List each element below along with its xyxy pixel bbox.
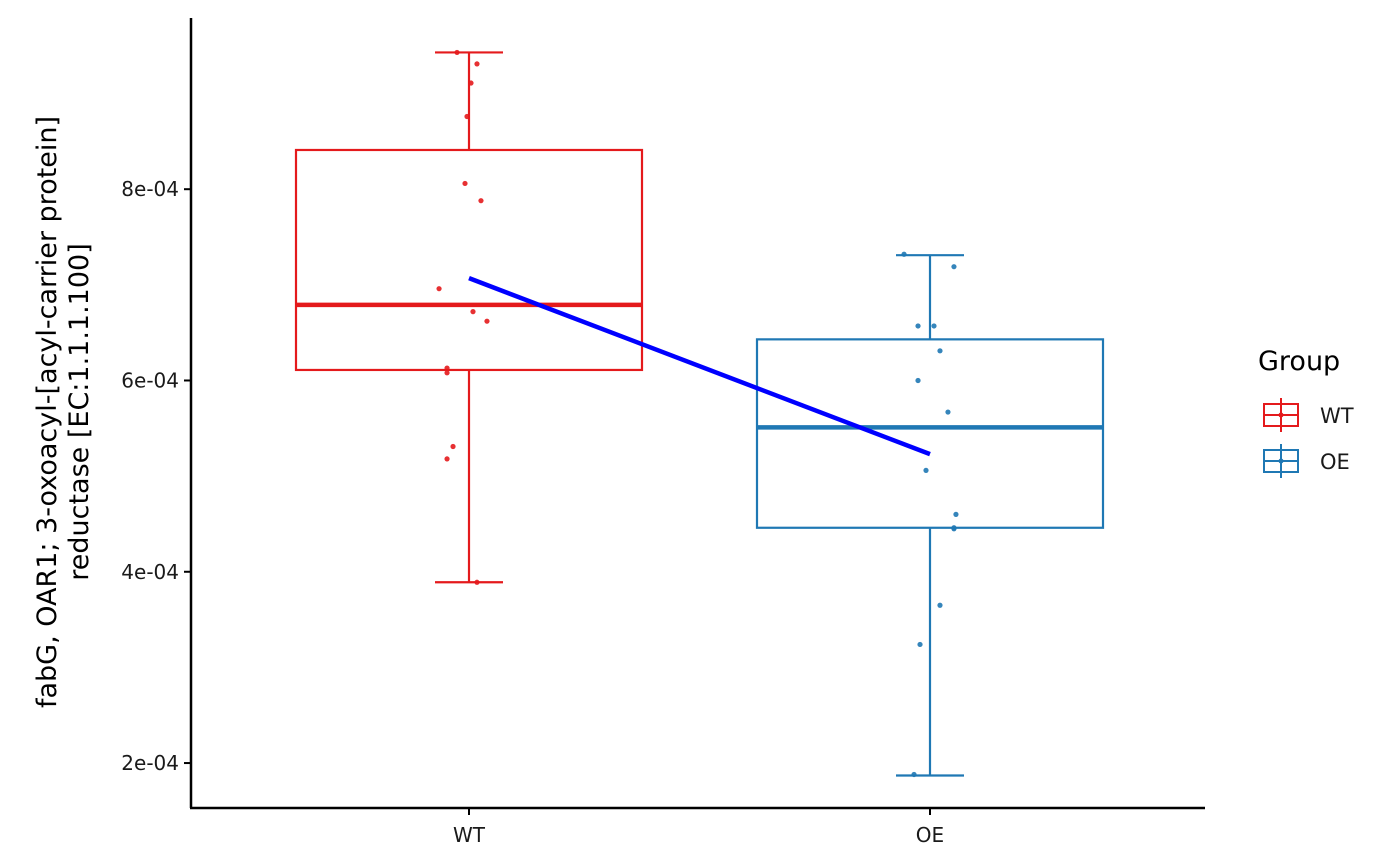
legend-key-oe-dot [1278, 458, 1284, 464]
y-axis-title: fabG, OAR1; 3-oxoacyl-[acyl-carrier prot… [32, 116, 95, 708]
data-point-wt-13 [474, 579, 480, 585]
data-point-oe-11 [937, 602, 943, 608]
data-point-oe-7 [923, 467, 929, 473]
data-point-oe-5 [915, 377, 921, 384]
data-point-oe-6 [945, 409, 951, 415]
y-tick-label-3: 8e-04 [121, 177, 179, 201]
data-point-oe-13 [911, 771, 917, 778]
data-point-oe-1 [951, 264, 957, 270]
data-point-wt-10 [444, 370, 450, 376]
y-tick-label-2: 6e-04 [121, 368, 179, 392]
legend-label-oe: OE [1320, 450, 1350, 474]
data-point-wt-6 [436, 286, 442, 292]
y-tick-label-0: 2e-04 [121, 751, 179, 775]
legend: Group WT OE [1258, 346, 1354, 478]
data-point-oe-8 [953, 511, 959, 517]
data-point-wt-9 [444, 365, 450, 371]
x-tick-label-wt: WT [453, 823, 486, 847]
data-point-wt-3 [464, 113, 470, 120]
box-group-oe [755, 251, 1105, 778]
axes: 2e-04 4e-04 6e-04 8e-04 WT OE [121, 18, 1205, 847]
data-point-wt-5 [478, 198, 484, 204]
plot-area [294, 49, 1105, 778]
y-tick-label-1: 4e-04 [121, 560, 179, 584]
data-point-oe-2 [915, 323, 921, 329]
data-point-oe-3 [931, 323, 937, 329]
y-axis-title-line-2: reductase [EC:1.1.1.100] [64, 243, 95, 581]
x-tick-label-oe: OE [916, 823, 944, 847]
box-group-wt [294, 49, 644, 585]
legend-title: Group [1258, 346, 1340, 377]
data-point-oe-0 [901, 251, 907, 257]
box-oe [755, 338, 1105, 529]
y-axis-title-line-1: fabG, OAR1; 3-oxoacyl-[acyl-carrier prot… [32, 116, 63, 708]
data-point-wt-1 [474, 61, 480, 67]
data-point-wt-12 [444, 456, 450, 462]
mean-trend-line [468, 276, 931, 457]
data-point-wt-4 [462, 180, 468, 187]
box-wt [294, 148, 644, 372]
data-point-oe-4 [937, 348, 943, 354]
data-point-wt-0 [454, 49, 460, 56]
legend-item-oe: OE [1263, 444, 1350, 478]
legend-item-wt: WT [1263, 398, 1354, 432]
data-point-oe-12 [917, 641, 923, 648]
data-point-oe-10 [951, 526, 957, 532]
data-point-wt-7 [470, 309, 476, 315]
data-point-wt-11 [450, 443, 456, 450]
data-point-wt-8 [484, 318, 490, 324]
legend-label-wt: WT [1320, 404, 1354, 428]
data-point-wt-2 [468, 80, 474, 86]
legend-key-wt-dot [1278, 412, 1284, 418]
